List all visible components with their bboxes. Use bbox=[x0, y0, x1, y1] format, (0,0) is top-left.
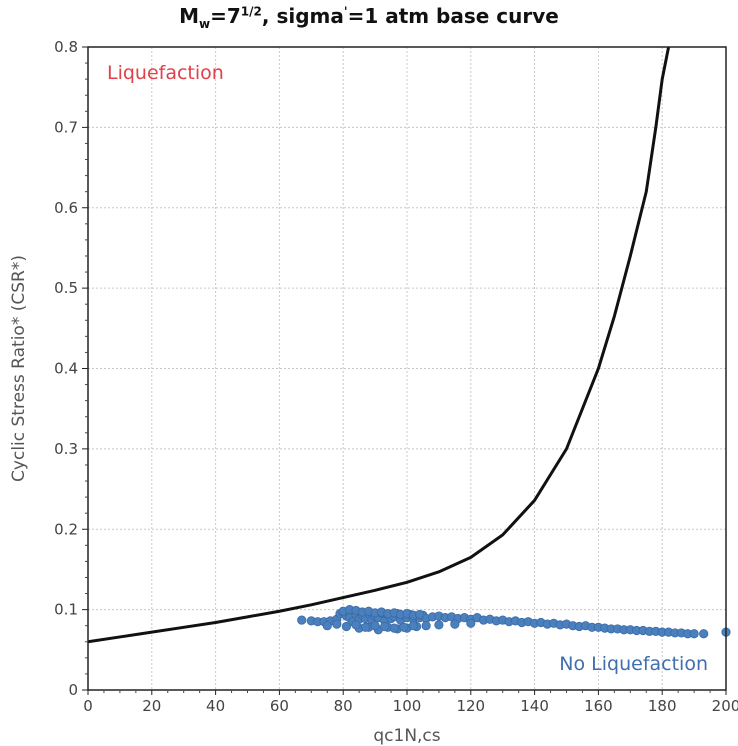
data-point bbox=[399, 622, 409, 632]
y-tick-label: 0.8 bbox=[54, 38, 78, 56]
y-axis-label: Cyclic Stress Ratio* (CSR*) bbox=[9, 255, 29, 482]
data-point bbox=[297, 615, 307, 625]
y-tick-label: 0.1 bbox=[54, 601, 78, 619]
data-point bbox=[360, 622, 371, 632]
data-point bbox=[408, 621, 418, 631]
no-liquefaction-label: No Liquefaction bbox=[559, 653, 708, 675]
y-tick-label: 0.7 bbox=[54, 118, 78, 136]
x-tick-label: 60 bbox=[270, 697, 289, 715]
data-point bbox=[332, 619, 342, 629]
y-tick-label: 0.2 bbox=[54, 520, 78, 538]
y-tick-label: 0 bbox=[68, 681, 78, 699]
x-tick-label: 0 bbox=[83, 697, 93, 715]
data-point bbox=[689, 629, 699, 639]
data-point bbox=[389, 623, 399, 633]
x-tick-label: 140 bbox=[520, 697, 549, 715]
chart-title: Mw=71/2, sigma'=1 atm base curve bbox=[179, 4, 559, 31]
x-tick-label: 180 bbox=[648, 697, 677, 715]
x-tick-label: 80 bbox=[334, 697, 353, 715]
crr-base-curve bbox=[87, 46, 671, 644]
y-tick-label: 0.3 bbox=[54, 440, 78, 458]
data-point bbox=[341, 621, 351, 632]
data-point bbox=[370, 621, 380, 631]
data-point bbox=[322, 621, 332, 631]
x-tick-label: 160 bbox=[584, 697, 613, 715]
x-tick-label: 200 bbox=[712, 697, 738, 715]
grid bbox=[87, 46, 727, 691]
data-point bbox=[466, 618, 476, 628]
data-point bbox=[415, 609, 425, 620]
x-axis-label: qc1N,cs bbox=[373, 726, 440, 746]
x-tick-label: 20 bbox=[142, 697, 161, 715]
data-point bbox=[351, 620, 361, 630]
data-point bbox=[699, 629, 709, 639]
data-point bbox=[380, 621, 390, 632]
data-point bbox=[434, 620, 444, 630]
y-tick-label: 0.5 bbox=[54, 279, 78, 297]
y-tick-label: 0.6 bbox=[54, 199, 78, 217]
x-tick-label: 100 bbox=[393, 697, 422, 715]
x-tick-label: 120 bbox=[456, 697, 485, 715]
data-point bbox=[450, 619, 460, 629]
series-layer bbox=[87, 46, 731, 644]
x-tick-label: 40 bbox=[206, 697, 225, 715]
data-point bbox=[421, 621, 431, 631]
liquefaction-label: Liquefaction bbox=[107, 62, 224, 84]
y-tick-label: 0.4 bbox=[54, 360, 78, 378]
tick-layer: 0 20 40 60 80 100 120 140 160 180 200 0 0.1 0.2 0.3 0.4… bbox=[54, 38, 738, 715]
